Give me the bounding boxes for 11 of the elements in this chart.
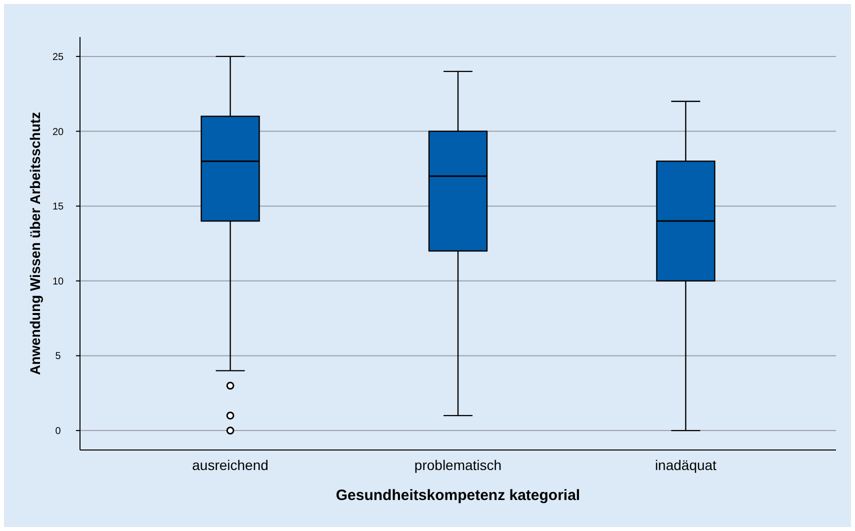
y-tick-label: 25: [52, 52, 64, 63]
y-tick-label: 0: [55, 426, 62, 438]
x-tick-label: problematisch: [414, 457, 502, 473]
y-tick-label: 10: [52, 276, 64, 288]
y-tick-label: 5: [55, 351, 62, 362]
x-tick-label: inadäquat: [654, 457, 717, 473]
y-axis-title: Anwendung Wissen über Arbeitsschutz: [27, 112, 43, 376]
x-axis-title: Gesundheitskompetenz kategorial: [336, 487, 580, 504]
y-tick-label: 15: [52, 202, 64, 213]
x-tick-label: ausreichend: [192, 457, 268, 473]
y-tick-label: 20: [52, 126, 64, 138]
